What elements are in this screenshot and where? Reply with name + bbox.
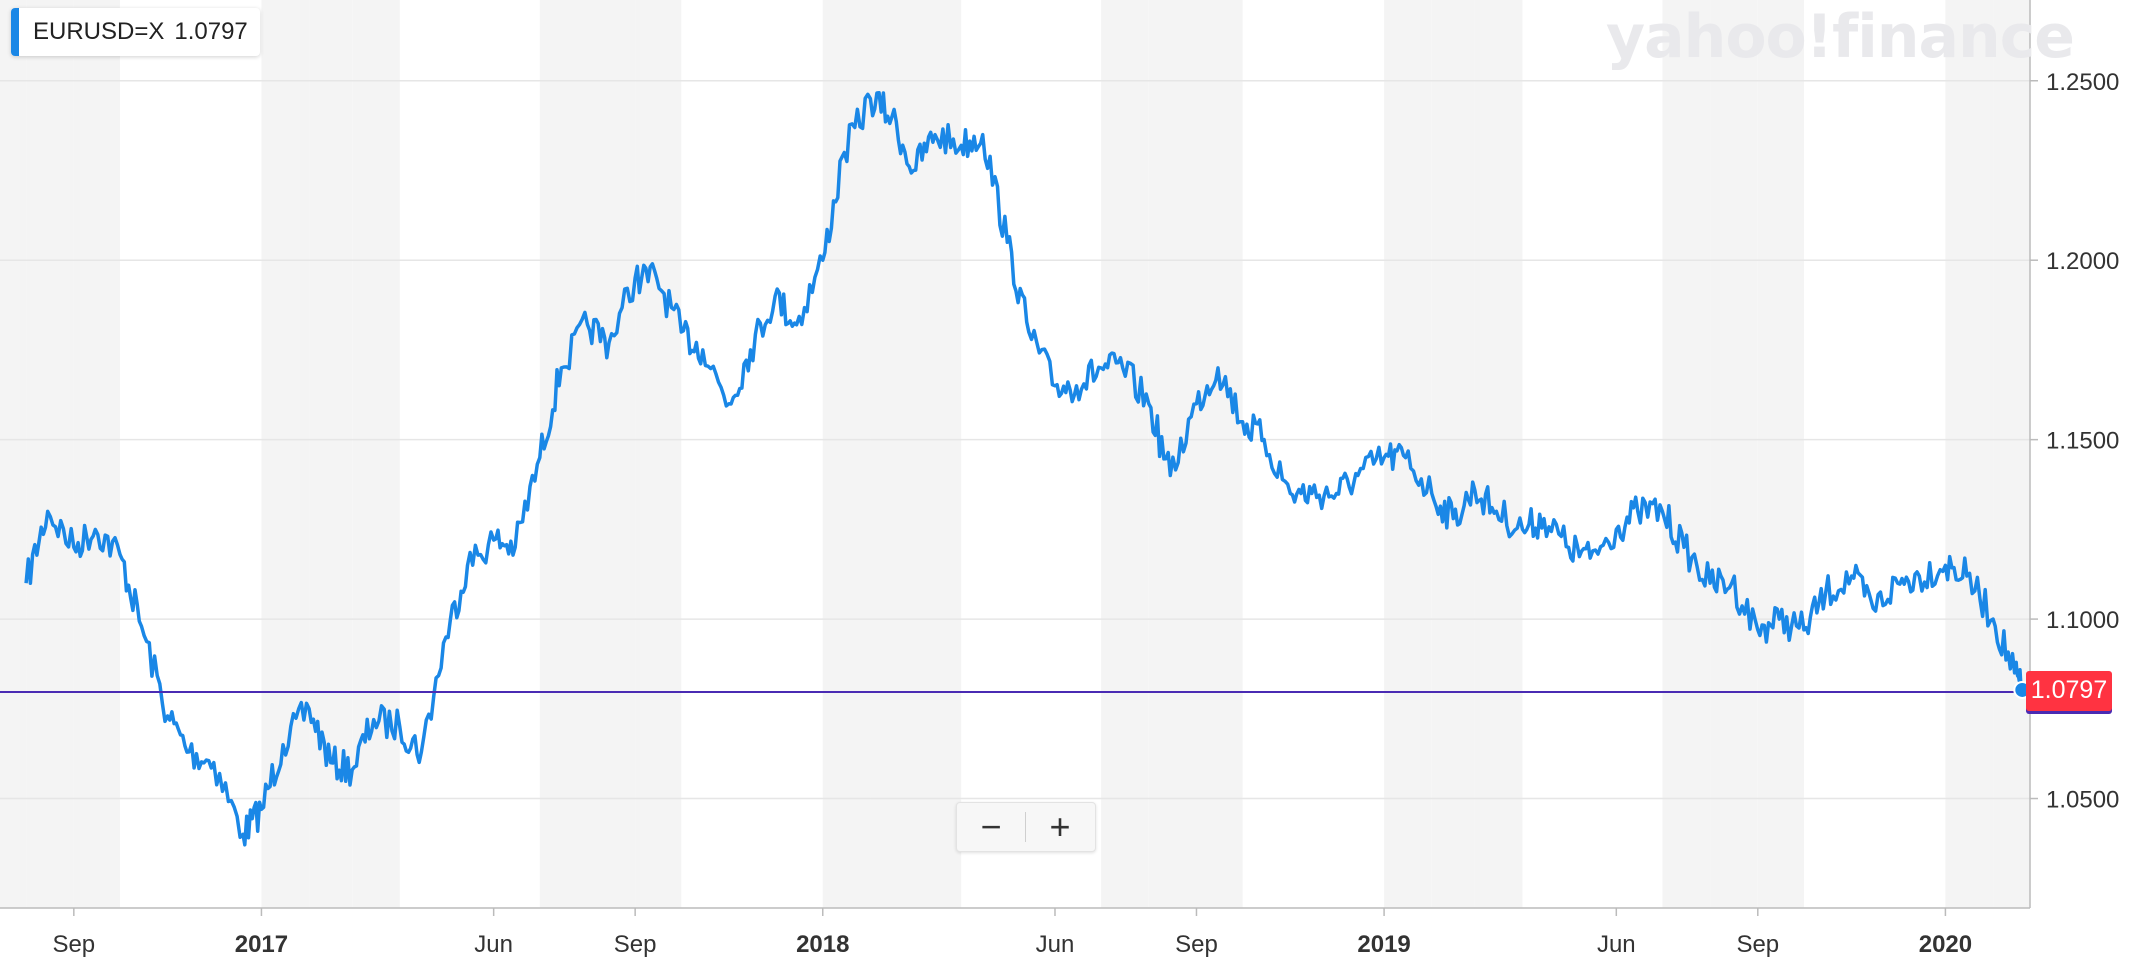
- zoom-out-button[interactable]: −: [980, 806, 1002, 847]
- month-band: [73, 0, 120, 908]
- grid-lines: [0, 80, 2030, 800]
- month-band: [1474, 0, 1523, 908]
- month-band: [1993, 0, 2030, 908]
- x-tick-label: Sep: [1736, 931, 1779, 958]
- x-axis-ticks: Sep 2017 Jun Sep 2018 Jun Sep 2019 Jun Sep 2020: [52, 908, 1972, 958]
- x-tick-label: Jun: [474, 931, 513, 958]
- last-price-tag: 1.0797: [2026, 670, 2112, 711]
- legend-symbol: EURUSD=X: [33, 18, 165, 45]
- month-band: [1710, 0, 1758, 908]
- x-tick-label: Sep: [52, 931, 95, 958]
- zoom-controls: − +: [956, 802, 1096, 852]
- month-band: [822, 0, 871, 908]
- month-band: [352, 0, 400, 908]
- y-tick-label: 1.1000: [2046, 607, 2119, 634]
- x-tick-label: 2019: [1357, 931, 1410, 958]
- y-tick-label: 1.2500: [2046, 69, 2119, 96]
- legend-price: 1.0797: [174, 18, 248, 45]
- month-band: [1101, 0, 1149, 908]
- x-tick-label: Jun: [1597, 931, 1636, 958]
- x-tick-label: 2020: [1919, 931, 1972, 958]
- month-band: [1196, 0, 1243, 908]
- x-tick-label: Sep: [614, 931, 657, 958]
- month-band: [26, 0, 74, 908]
- month-band: [539, 0, 588, 908]
- month-band: [635, 0, 682, 908]
- month-bands: [0, 0, 2030, 908]
- month-band: [587, 0, 636, 908]
- x-tick-label: Sep: [1175, 931, 1218, 958]
- series-color-swatch: [11, 8, 19, 56]
- y-axis-ticks: 1.2500 1.2000 1.1500 1.1000 1.0500: [2030, 69, 2119, 814]
- zoom-divider: [1025, 812, 1026, 842]
- x-tick-label: 2018: [796, 931, 849, 958]
- series-line-eurusd: [24, 91, 2025, 847]
- series-layer: [0, 91, 2032, 847]
- x-tick-label: 2017: [235, 931, 288, 958]
- month-band: [870, 0, 914, 908]
- y-tick-label: 1.2000: [2046, 248, 2119, 275]
- axes: [0, 0, 2031, 909]
- month-band: [1662, 0, 1711, 908]
- month-band: [1431, 0, 1475, 908]
- x-tick-label: Jun: [1036, 931, 1075, 958]
- month-band: [1945, 0, 1994, 908]
- month-band: [1757, 0, 1804, 908]
- month-band: [0, 0, 27, 908]
- month-band: [1148, 0, 1197, 908]
- y-tick-label: 1.0500: [2046, 787, 2119, 814]
- series-legend[interactable]: EURUSD=X 1.0797: [11, 8, 260, 56]
- yahoo-finance-watermark: yahoo!finance: [1606, 2, 2075, 72]
- zoom-in-button[interactable]: +: [1049, 806, 1071, 847]
- y-tick-label: 1.1500: [2046, 428, 2119, 455]
- month-band: [261, 0, 310, 908]
